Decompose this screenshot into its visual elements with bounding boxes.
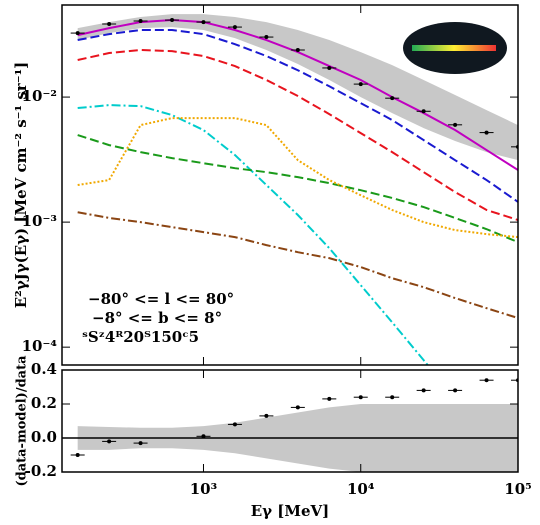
y-tick-label: 10⁻³: [22, 212, 57, 230]
y-axis-title: (data-model)/data: [15, 355, 30, 487]
y-tick-label: 0.2: [31, 394, 57, 412]
data-point: [295, 405, 300, 410]
data-point: [201, 20, 206, 25]
inset-strip: [412, 45, 496, 51]
data-point: [107, 22, 112, 27]
y-tick-label: 10⁻²: [22, 87, 57, 105]
data-point: [138, 441, 143, 446]
data-point: [138, 18, 143, 23]
panel: [70, 14, 518, 365]
data-point: [264, 413, 269, 418]
plots: 10⁻² 10⁻³ 10⁻⁴ -0.2 0.0 0.2 0.4 10³ 10⁴ 10⁵: [22, 4, 532, 498]
model-line: [77, 104, 429, 365]
data-point: [358, 82, 363, 87]
data-point: [264, 35, 269, 40]
data-point: [170, 18, 175, 23]
data-point: [358, 395, 363, 400]
x-tick-label: 10⁵: [504, 480, 531, 498]
model-line: [77, 28, 518, 203]
model-line: [77, 134, 518, 244]
x-tick-label: 10⁴: [347, 480, 375, 498]
y-tick-label: 10⁻⁴: [22, 337, 58, 355]
y-tick-label: -0.2: [25, 462, 57, 480]
data-point: [390, 96, 395, 101]
data-point: [453, 122, 458, 127]
x-tick-label: 10³: [190, 480, 217, 498]
annotation: −8° <= b <= 8°: [92, 309, 222, 327]
plot-frame: [61, 4, 519, 366]
data-point: [232, 25, 237, 30]
data-point: [201, 434, 206, 439]
data-point: [484, 378, 489, 383]
plot-frame: [61, 369, 519, 473]
data-point: [327, 65, 332, 70]
data-point: [327, 396, 332, 401]
panel: [62, 378, 518, 472]
annotation: ˢSᶻ4ᴿ20ᵀ150ᶜ5: [82, 328, 199, 346]
data-point: [421, 109, 426, 114]
data-point: [295, 47, 300, 52]
data-point: [75, 453, 80, 457]
data-point: [107, 439, 112, 444]
y-tick-label: 0.0: [31, 428, 57, 446]
annotation: −80° <= l <= 80°: [88, 290, 234, 308]
data-point: [484, 130, 489, 135]
model-line: [77, 19, 518, 171]
data-point: [453, 388, 458, 393]
data-point: [390, 395, 395, 400]
x-axis-title: Eγ [MeV]: [251, 502, 330, 520]
model-line: [77, 117, 518, 239]
error-band: [77, 14, 518, 161]
y-axis-title: E²γJγ(Eγ) [MeV cm⁻² s⁻¹ sr⁻¹]: [12, 62, 30, 309]
data-point: [232, 422, 237, 427]
data-point: [75, 31, 80, 36]
model-line: [77, 211, 518, 319]
inset-map: [403, 22, 507, 74]
model-line: [77, 48, 518, 221]
data-point: [421, 388, 426, 393]
y-tick-label: 0.4: [31, 360, 57, 378]
